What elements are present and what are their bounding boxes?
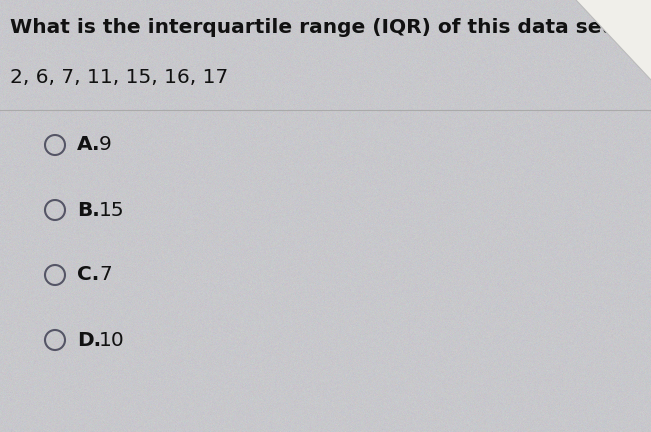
Text: 2, 6, 7, 11, 15, 16, 17: 2, 6, 7, 11, 15, 16, 17 xyxy=(10,68,229,87)
Text: 15: 15 xyxy=(99,200,124,219)
Text: 10: 10 xyxy=(99,330,125,349)
Text: 9: 9 xyxy=(99,136,112,155)
Text: 7: 7 xyxy=(99,266,112,285)
Polygon shape xyxy=(576,0,651,80)
Text: What is the interquartile range (IQR) of this data set?: What is the interquartile range (IQR) of… xyxy=(10,18,623,37)
Text: A.: A. xyxy=(77,136,100,155)
Text: C.: C. xyxy=(77,266,99,285)
Text: D.: D. xyxy=(77,330,101,349)
Text: B.: B. xyxy=(77,200,100,219)
